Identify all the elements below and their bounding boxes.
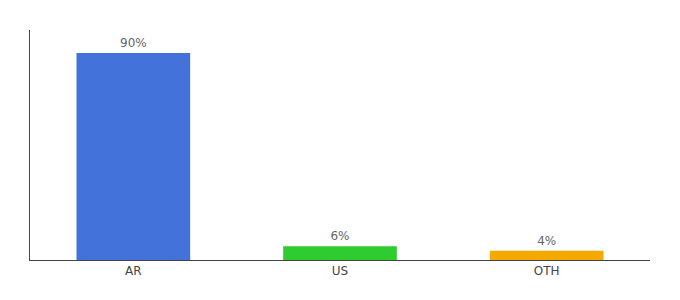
svg-text:OTH: OTH: [534, 264, 560, 278]
svg-text:90%: 90%: [120, 36, 147, 50]
svg-text:AR: AR: [125, 264, 142, 278]
svg-text:6%: 6%: [330, 229, 349, 243]
svg-text:4%: 4%: [537, 234, 556, 248]
svg-text:US: US: [332, 264, 348, 278]
